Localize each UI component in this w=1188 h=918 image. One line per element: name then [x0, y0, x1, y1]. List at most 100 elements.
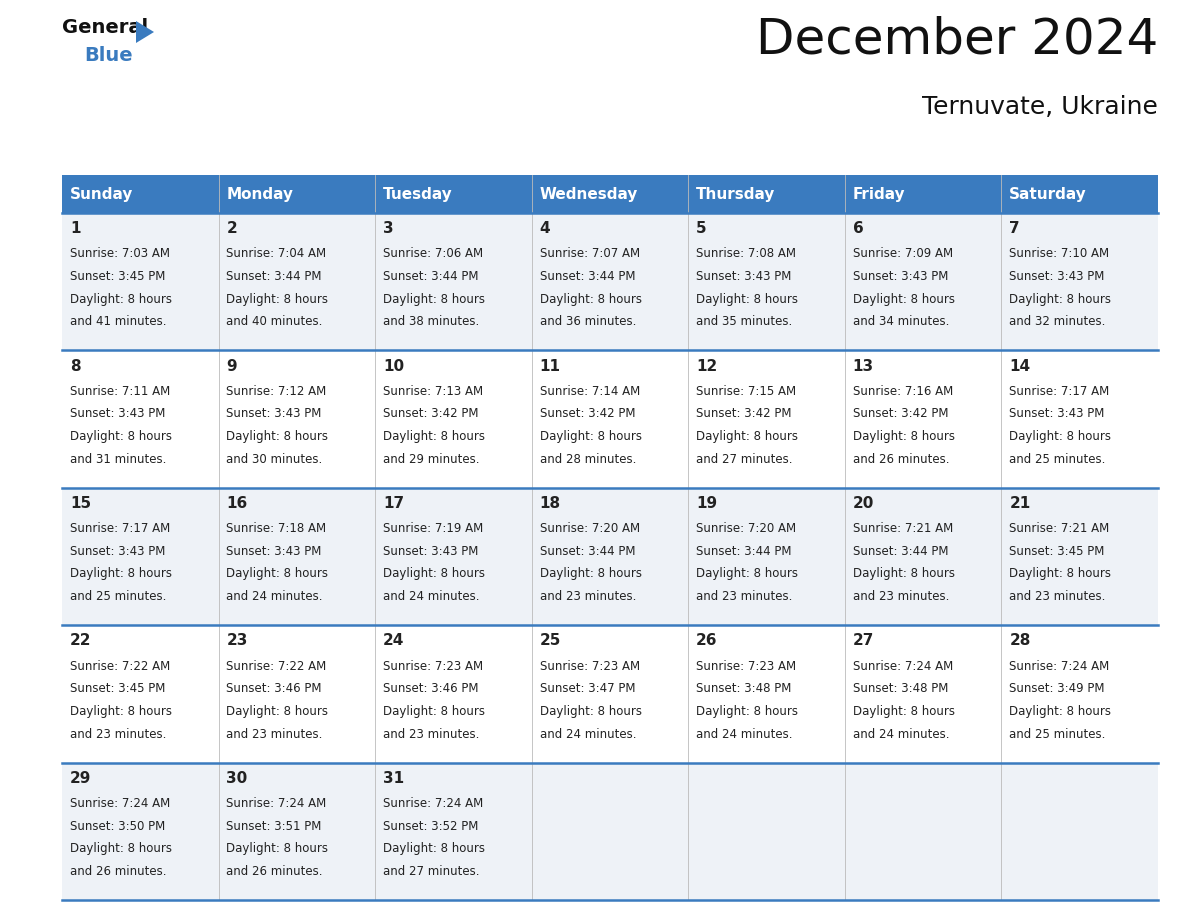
Text: Sunset: 3:45 PM: Sunset: 3:45 PM [1010, 544, 1105, 558]
Text: Sunset: 3:43 PM: Sunset: 3:43 PM [383, 544, 479, 558]
Text: Sunset: 3:44 PM: Sunset: 3:44 PM [539, 270, 636, 283]
Text: 11: 11 [539, 359, 561, 374]
Text: 5: 5 [696, 221, 707, 236]
Text: and 24 minutes.: and 24 minutes. [539, 728, 636, 741]
Text: Daylight: 8 hours: Daylight: 8 hours [227, 293, 328, 306]
Text: Daylight: 8 hours: Daylight: 8 hours [70, 567, 172, 580]
Text: and 36 minutes.: and 36 minutes. [539, 316, 636, 329]
Text: 23: 23 [227, 633, 248, 648]
Text: Daylight: 8 hours: Daylight: 8 hours [383, 705, 485, 718]
Text: 25: 25 [539, 633, 561, 648]
Text: 24: 24 [383, 633, 404, 648]
Text: 17: 17 [383, 496, 404, 511]
Text: Sunset: 3:51 PM: Sunset: 3:51 PM [227, 820, 322, 833]
Text: 1: 1 [70, 221, 81, 236]
Bar [1001, 175, 1158, 213]
Text: Sunrise: 7:12 AM: Sunrise: 7:12 AM [227, 385, 327, 397]
Text: Sunrise: 7:23 AM: Sunrise: 7:23 AM [539, 659, 639, 673]
Text: Friday: Friday [853, 186, 905, 201]
Text: and 27 minutes.: and 27 minutes. [696, 453, 792, 465]
Text: and 34 minutes.: and 34 minutes. [853, 316, 949, 329]
Text: 9: 9 [227, 359, 238, 374]
Text: and 24 minutes.: and 24 minutes. [853, 728, 949, 741]
Text: 16: 16 [227, 496, 247, 511]
Text: and 25 minutes.: and 25 minutes. [1010, 453, 1106, 465]
Text: Sunset: 3:44 PM: Sunset: 3:44 PM [539, 544, 636, 558]
Text: Sunset: 3:47 PM: Sunset: 3:47 PM [539, 682, 636, 695]
Text: Sunrise: 7:09 AM: Sunrise: 7:09 AM [853, 247, 953, 261]
Text: and 23 minutes.: and 23 minutes. [539, 590, 636, 603]
Text: Sunrise: 7:15 AM: Sunrise: 7:15 AM [696, 385, 796, 397]
Text: and 40 minutes.: and 40 minutes. [227, 316, 323, 329]
Text: and 35 minutes.: and 35 minutes. [696, 316, 792, 329]
Text: Daylight: 8 hours: Daylight: 8 hours [853, 431, 955, 443]
Text: Tuesday: Tuesday [383, 186, 453, 201]
Text: Sunset: 3:49 PM: Sunset: 3:49 PM [1010, 682, 1105, 695]
Text: Daylight: 8 hours: Daylight: 8 hours [539, 705, 642, 718]
Text: Sunrise: 7:11 AM: Sunrise: 7:11 AM [70, 385, 170, 397]
Text: Daylight: 8 hours: Daylight: 8 hours [539, 567, 642, 580]
Text: Sunrise: 7:06 AM: Sunrise: 7:06 AM [383, 247, 484, 261]
Text: Sunset: 3:44 PM: Sunset: 3:44 PM [853, 544, 948, 558]
Text: 21: 21 [1010, 496, 1030, 511]
Text: Sunday: Sunday [70, 186, 133, 201]
Text: 7: 7 [1010, 221, 1019, 236]
Text: Sunrise: 7:17 AM: Sunrise: 7:17 AM [1010, 385, 1110, 397]
Text: Sunset: 3:43 PM: Sunset: 3:43 PM [853, 270, 948, 283]
Text: Daylight: 8 hours: Daylight: 8 hours [383, 843, 485, 856]
Text: and 23 minutes.: and 23 minutes. [1010, 590, 1106, 603]
Text: and 38 minutes.: and 38 minutes. [383, 316, 479, 329]
Text: Sunrise: 7:07 AM: Sunrise: 7:07 AM [539, 247, 639, 261]
Text: Daylight: 8 hours: Daylight: 8 hours [383, 567, 485, 580]
Text: Daylight: 8 hours: Daylight: 8 hours [70, 843, 172, 856]
Text: 6: 6 [853, 221, 864, 236]
Text: and 25 minutes.: and 25 minutes. [1010, 728, 1106, 741]
Text: Daylight: 8 hours: Daylight: 8 hours [1010, 567, 1111, 580]
Text: and 26 minutes.: and 26 minutes. [853, 453, 949, 465]
Text: 13: 13 [853, 359, 874, 374]
Text: Sunrise: 7:10 AM: Sunrise: 7:10 AM [1010, 247, 1110, 261]
Text: 18: 18 [539, 496, 561, 511]
Text: Daylight: 8 hours: Daylight: 8 hours [227, 567, 328, 580]
Text: 10: 10 [383, 359, 404, 374]
Text: and 23 minutes.: and 23 minutes. [383, 728, 479, 741]
Text: and 23 minutes.: and 23 minutes. [696, 590, 792, 603]
Text: Daylight: 8 hours: Daylight: 8 hours [1010, 705, 1111, 718]
Text: and 29 minutes.: and 29 minutes. [383, 453, 480, 465]
Text: 29: 29 [70, 771, 91, 786]
Text: and 28 minutes.: and 28 minutes. [539, 453, 636, 465]
Text: and 26 minutes.: and 26 minutes. [70, 865, 166, 878]
Bar [62, 213, 1158, 351]
Text: Sunset: 3:43 PM: Sunset: 3:43 PM [1010, 270, 1105, 283]
Text: 19: 19 [696, 496, 718, 511]
Text: Ternuvate, Ukraine: Ternuvate, Ukraine [922, 95, 1158, 119]
Text: Daylight: 8 hours: Daylight: 8 hours [696, 567, 798, 580]
Text: Sunset: 3:44 PM: Sunset: 3:44 PM [696, 544, 791, 558]
Text: Daylight: 8 hours: Daylight: 8 hours [853, 705, 955, 718]
Text: Daylight: 8 hours: Daylight: 8 hours [696, 705, 798, 718]
Text: Daylight: 8 hours: Daylight: 8 hours [696, 431, 798, 443]
Text: Sunset: 3:43 PM: Sunset: 3:43 PM [696, 270, 791, 283]
Text: 22: 22 [70, 633, 91, 648]
Text: and 24 minutes.: and 24 minutes. [383, 590, 480, 603]
Text: Sunset: 3:44 PM: Sunset: 3:44 PM [383, 270, 479, 283]
Text: and 23 minutes.: and 23 minutes. [853, 590, 949, 603]
Text: Sunset: 3:42 PM: Sunset: 3:42 PM [383, 408, 479, 420]
Text: Sunrise: 7:24 AM: Sunrise: 7:24 AM [1010, 659, 1110, 673]
Text: and 30 minutes.: and 30 minutes. [227, 453, 323, 465]
Polygon shape [135, 21, 154, 43]
Text: Blue: Blue [84, 46, 133, 65]
Text: Sunset: 3:45 PM: Sunset: 3:45 PM [70, 270, 165, 283]
Text: Sunset: 3:50 PM: Sunset: 3:50 PM [70, 820, 165, 833]
Bar [62, 763, 1158, 900]
Bar [688, 175, 845, 213]
Bar [375, 175, 532, 213]
Text: Sunset: 3:43 PM: Sunset: 3:43 PM [70, 408, 165, 420]
Text: Sunrise: 7:03 AM: Sunrise: 7:03 AM [70, 247, 170, 261]
Text: Sunrise: 7:14 AM: Sunrise: 7:14 AM [539, 385, 640, 397]
Text: Sunrise: 7:23 AM: Sunrise: 7:23 AM [696, 659, 796, 673]
Text: Daylight: 8 hours: Daylight: 8 hours [70, 431, 172, 443]
Text: Sunset: 3:42 PM: Sunset: 3:42 PM [696, 408, 791, 420]
Text: and 24 minutes.: and 24 minutes. [227, 590, 323, 603]
Text: Sunrise: 7:17 AM: Sunrise: 7:17 AM [70, 522, 170, 535]
